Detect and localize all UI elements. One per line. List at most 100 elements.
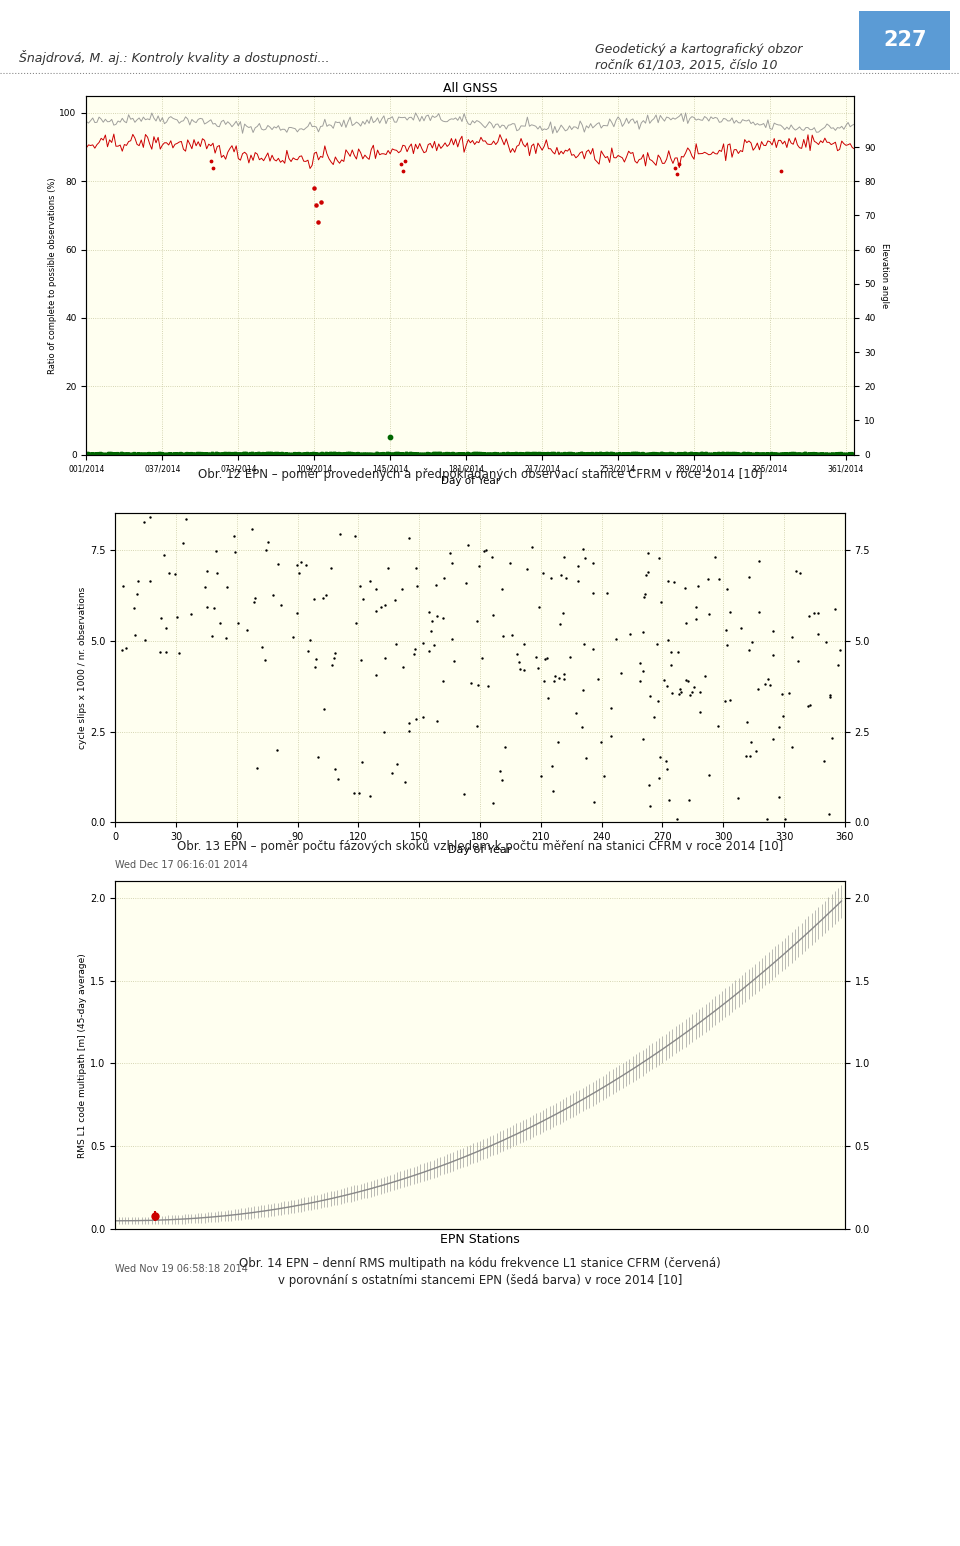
Point <box>421 638 437 663</box>
Point <box>536 669 551 694</box>
Point <box>494 577 510 601</box>
Point <box>154 604 169 629</box>
Point <box>115 574 131 598</box>
Point <box>421 600 437 625</box>
Point <box>742 564 757 589</box>
Point <box>323 555 338 580</box>
Point <box>354 750 370 775</box>
Point <box>682 788 697 813</box>
Point <box>717 688 732 713</box>
Point <box>765 642 780 666</box>
Point <box>460 533 475 558</box>
Point <box>690 574 706 598</box>
Point <box>816 748 831 773</box>
Point <box>127 597 142 621</box>
Point <box>306 586 322 611</box>
Point <box>633 669 648 694</box>
Point <box>830 652 846 677</box>
Point <box>351 781 367 805</box>
Point <box>318 583 333 608</box>
Point <box>209 561 225 586</box>
Point <box>332 523 348 547</box>
Point <box>199 558 214 583</box>
Point <box>762 673 778 697</box>
Point <box>230 611 246 635</box>
Point <box>551 665 566 690</box>
Point <box>409 574 424 598</box>
Point <box>773 159 788 184</box>
Point <box>664 680 680 705</box>
Point <box>197 575 212 600</box>
Point <box>740 710 756 734</box>
Point <box>693 700 708 725</box>
Point <box>372 595 388 620</box>
Point <box>801 694 816 719</box>
Point <box>248 586 263 611</box>
Point <box>435 606 450 631</box>
Point <box>719 577 734 601</box>
Point <box>759 807 775 832</box>
Point <box>274 592 289 617</box>
Point <box>651 546 666 570</box>
Point <box>741 637 756 662</box>
Point <box>401 711 417 736</box>
Point <box>718 618 733 643</box>
Point <box>376 719 392 744</box>
Point <box>748 737 763 762</box>
Point <box>246 589 261 614</box>
Point <box>135 509 151 533</box>
Point <box>408 555 423 580</box>
Point <box>380 557 396 581</box>
Point <box>637 563 653 587</box>
Point <box>406 642 421 666</box>
Point <box>478 538 493 563</box>
Point <box>204 625 219 649</box>
Point <box>760 666 776 691</box>
Point <box>114 638 130 663</box>
Point <box>396 159 411 184</box>
Point <box>394 577 409 601</box>
Point <box>545 778 561 802</box>
Point <box>575 536 590 561</box>
Point <box>158 615 174 640</box>
Point <box>697 663 712 688</box>
Point <box>171 642 186 666</box>
Point <box>832 638 848 663</box>
Point <box>315 586 330 611</box>
Y-axis label: cycle slips x 1000 / nr. observations: cycle slips x 1000 / nr. observations <box>78 587 87 748</box>
X-axis label: EPN Stations: EPN Stations <box>440 1234 520 1246</box>
Point <box>575 677 590 702</box>
Point <box>469 673 485 697</box>
Point <box>423 618 439 643</box>
Point <box>751 600 766 625</box>
Point <box>673 680 688 705</box>
Point <box>311 210 326 235</box>
Point <box>660 674 675 699</box>
Point <box>324 652 340 677</box>
Point <box>821 802 836 827</box>
Point <box>459 570 474 595</box>
Point <box>636 620 651 645</box>
Point <box>810 600 826 625</box>
Point <box>652 765 667 790</box>
Point <box>161 561 177 586</box>
Point <box>757 671 773 696</box>
Point <box>464 671 479 696</box>
Point <box>290 601 305 626</box>
Point <box>642 683 658 708</box>
Point <box>302 628 318 652</box>
Point <box>516 659 532 683</box>
Point <box>636 659 651 683</box>
Point <box>672 682 687 707</box>
Point <box>259 538 275 563</box>
Point <box>369 663 384 688</box>
Point <box>219 575 234 600</box>
Point <box>686 674 702 699</box>
Point <box>742 744 757 768</box>
Point <box>260 529 276 553</box>
Point <box>389 631 404 656</box>
Point <box>397 770 413 795</box>
Point <box>646 705 661 730</box>
Point <box>688 608 704 632</box>
Point <box>401 526 417 550</box>
